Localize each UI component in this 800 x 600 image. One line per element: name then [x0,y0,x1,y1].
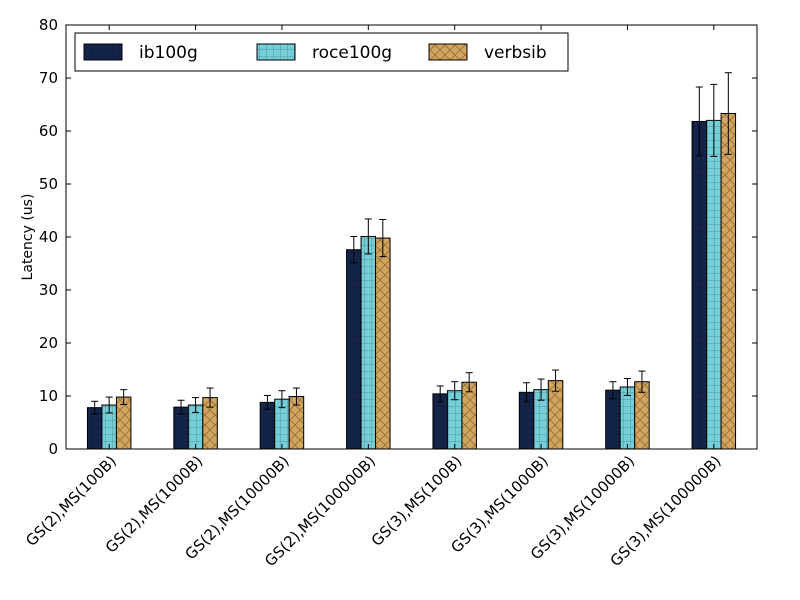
bar-hatch-verbsib-3 [375,238,391,449]
bar-hatch-ib100g-5 [519,392,534,449]
legend-frame [74,32,569,72]
legend-label: ib100g [139,43,198,63]
error-bar-ib100g-1 [177,399,185,415]
bar-hatch-roce100g-6 [620,386,635,449]
bar-hatch-ib100g-2 [260,402,275,449]
x-tick-label: GS(2),MS(100B) [22,452,120,550]
legend: ib100g roce100g verbsib [74,32,569,72]
bar-hatch-roce100g-2 [274,399,290,449]
bars-layer [86,113,737,450]
error-bar-ib100g-3 [350,235,358,264]
error-bar-ib100g-0 [91,400,99,415]
x-tick-label: GS(3),MS(100B) [368,452,466,550]
error-bar-roce100g-3 [364,218,372,255]
error-bar-verbsib-3 [379,219,387,258]
bar-hatch-verbsib-6 [634,381,650,449]
error-bar-roce100g-4 [451,381,459,401]
error-bar-roce100g-6 [623,378,631,396]
y-tick-label: 20 [39,334,58,352]
y-tick-label: 60 [39,122,58,140]
legend-item-verbsib: verbsib [428,43,547,63]
plot-frame [65,24,758,450]
legend-swatch-hatch [429,44,467,60]
error-bar-verbsib-2 [292,387,300,406]
error-bar-ib100g-2 [263,394,271,410]
bar-hatch-ib100g-3 [346,249,362,449]
bar-hatch-verbsib-2 [289,396,304,449]
bar-hatch-roce100g-5 [533,389,549,449]
legend-items: ib100g roce100g verbsib [83,43,547,63]
error-bar-verbsib-5 [552,369,560,392]
bar-hatch-roce100g-0 [101,405,117,449]
legend-item-roce100g: roce100g [256,43,392,63]
y-tick-label: 80 [39,16,58,34]
error-bar-ib100g-7 [695,86,703,157]
bar-hatch-roce100g-7 [706,120,722,450]
error-bar-roce100g-0 [105,396,113,414]
y-tick-label: 10 [39,387,58,405]
bar-hatch-verbsib-7 [721,113,736,449]
y-tick-label: 40 [39,228,58,246]
bar-hatch-roce100g-4 [447,390,462,449]
error-bar-ib100g-4 [436,385,444,403]
error-bar-ib100g-5 [523,382,531,403]
bar-hatch-verbsib-0 [116,397,131,449]
bar-hatch-verbsib-4 [461,382,477,449]
error-bar-verbsib-7 [724,72,732,155]
error-bar-verbsib-1 [206,387,214,408]
bar-hatch-roce100g-1 [188,405,203,449]
bar-hatch-verbsib-1 [202,397,218,449]
bar-hatch-ib100g-6 [605,390,621,449]
y-axis-label: Latency (us) [20,194,36,281]
bar-hatch-ib100g-0 [87,407,102,449]
error-bar-ib100g-6 [609,381,617,400]
error-bar-roce100g-2 [278,390,286,409]
legend-label: roce100g [312,43,392,63]
bar-hatch-ib100g-4 [432,393,448,449]
error-bar-roce100g-7 [710,83,718,157]
error-bar-verbsib-4 [465,372,473,393]
bar-hatch-roce100g-3 [361,236,376,449]
legend-item-ib100g: ib100g [83,43,198,63]
legend-swatch-hatch [257,44,295,60]
error-bar-roce100g-5 [537,378,545,401]
bar-hatch-verbsib-5 [548,380,563,449]
y-tick-label: 0 [48,440,58,458]
y-tick-label: 50 [39,175,58,193]
bar-hatch-ib100g-1 [173,407,189,449]
y-axis: 0 10 20 30 40 50 60 70 80 [39,16,757,458]
legend-label: verbsib [484,43,547,63]
legend-swatch-hatch [84,44,122,60]
error-bar-verbsib-6 [638,370,646,393]
error-bar-verbsib-0 [120,389,128,405]
error-bar-roce100g-1 [192,397,200,413]
y-tick-label: 30 [39,281,58,299]
bar-hatch-ib100g-7 [692,121,707,450]
y-tick-label: 70 [39,69,58,87]
error-bars-layer [91,72,732,415]
